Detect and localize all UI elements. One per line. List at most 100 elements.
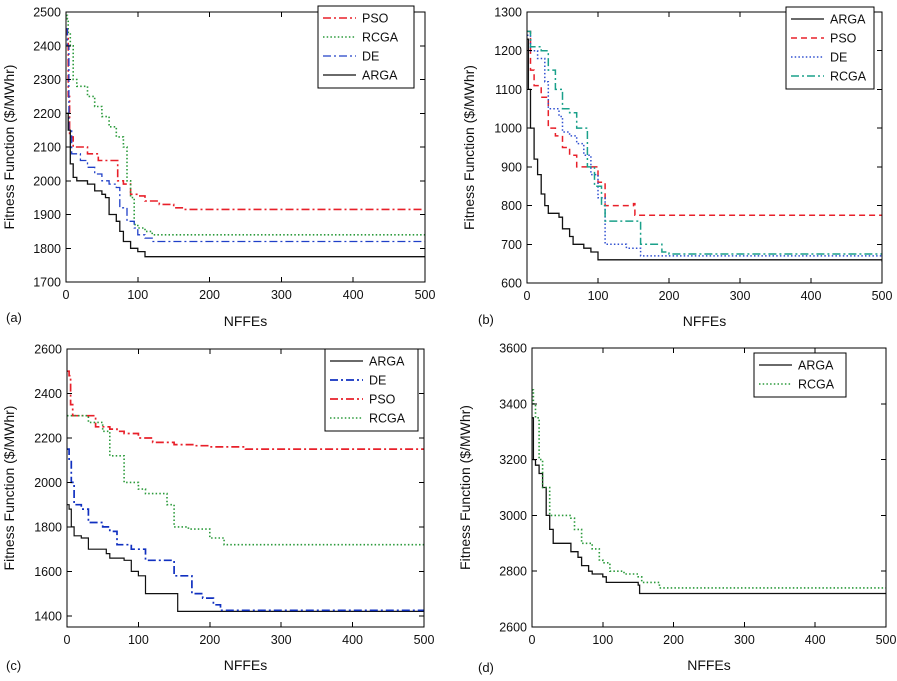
x-axis-title: NFFEs — [683, 313, 727, 329]
y-tick-label: 600 — [501, 277, 522, 291]
legend: ARGA DE PSO RCGA — [324, 348, 419, 432]
legend-label-de: DE — [830, 51, 847, 65]
series-line-arga — [67, 504, 424, 612]
legend: PSO RCGA DE ARGA — [317, 5, 415, 89]
y-tick-label: 1000 — [494, 122, 522, 136]
y-tick-label: 2400 — [34, 387, 62, 401]
x-tick-label: 200 — [659, 289, 680, 303]
x-tick-label: 400 — [805, 633, 826, 647]
chart-panel-4: 0 100 200 300 400 500 2600 2800 3000 3200 3400 3600… — [457, 342, 896, 676]
x-tick-label: 500 — [415, 288, 436, 302]
x-tick-label: 500 — [876, 633, 897, 647]
y-tick-label: 700 — [501, 238, 522, 252]
legend-label-arga: ARGA — [369, 355, 405, 369]
series-line-arga — [527, 38, 882, 262]
series-line-arga — [532, 417, 886, 595]
legend-label-de: DE — [369, 374, 386, 388]
panel-label: (b) — [478, 312, 494, 327]
y-tick-label: 900 — [501, 160, 522, 174]
series-line-pso — [66, 28, 425, 211]
x-tick-label: 400 — [342, 633, 363, 647]
y-tick-label: 1700 — [33, 276, 61, 290]
y-tick-label: 2000 — [34, 476, 62, 490]
legend-label-rcga: RCGA — [830, 70, 867, 84]
legend-box — [785, 6, 875, 90]
x-tick-label: 100 — [127, 288, 148, 302]
y-tick-label: 2200 — [34, 431, 62, 445]
chart-panel-2: 0 100 200 300 400 500 600 700 800 900 1000 1100 1200… — [461, 6, 892, 330]
series-line-rcga — [66, 14, 425, 236]
plot-frame — [526, 11, 883, 284]
y-tick-label: 1400 — [34, 609, 62, 623]
series-line-de — [66, 28, 425, 243]
y-axis-title: Fitness Function ($/MWhr) — [1, 406, 17, 571]
legend-label-pso: PSO — [369, 393, 396, 407]
y-axis-title: Fitness Function ($/MWhr) — [457, 405, 473, 570]
y-tick-label: 3400 — [499, 397, 527, 411]
legend-box — [753, 352, 847, 398]
series-line-arga — [66, 112, 425, 258]
x-tick-label: 400 — [801, 289, 822, 303]
legend: ARGA RCGA — [753, 352, 847, 398]
legend-label-rcga: RCGA — [798, 378, 835, 392]
series-line-rcga — [527, 30, 882, 255]
legend-label-de: DE — [362, 50, 379, 64]
legend-label-arga: ARGA — [830, 13, 866, 27]
x-tick-label: 0 — [63, 288, 70, 302]
y-tick-label: 1900 — [33, 208, 61, 222]
series-line-de — [67, 448, 424, 612]
x-tick-label: 500 — [414, 633, 435, 647]
legend-label-pso: PSO — [830, 32, 857, 46]
y-tick-label: 1800 — [33, 242, 61, 256]
legend-box — [324, 348, 419, 432]
x-axis-title: NFFEs — [224, 313, 268, 329]
legend: ARGA PSO DE RCGA — [785, 6, 875, 90]
x-tick-label: 0 — [64, 633, 71, 647]
x-tick-label: 300 — [271, 288, 292, 302]
y-tick-label: 800 — [501, 199, 522, 213]
x-tick-label: 200 — [199, 633, 220, 647]
x-tick-label: 300 — [730, 289, 751, 303]
plot-frame — [66, 348, 425, 628]
y-tick-label: 2300 — [33, 73, 61, 87]
x-tick-label: 200 — [199, 288, 220, 302]
y-tick-label: 2200 — [33, 107, 61, 121]
y-tick-label: 3600 — [499, 342, 527, 356]
x-tick-label: 400 — [343, 288, 364, 302]
x-tick-label: 300 — [734, 633, 755, 647]
panel-label: (d) — [478, 660, 494, 675]
x-tick-label: 0 — [529, 633, 536, 647]
series-line-rcga — [67, 414, 424, 546]
y-tick-label: 3000 — [499, 509, 527, 523]
y-tick-label: 2600 — [499, 621, 527, 635]
x-tick-label: 100 — [592, 633, 613, 647]
x-tick-label: 300 — [271, 633, 292, 647]
y-tick-label: 2600 — [34, 343, 62, 357]
panel-label: (a) — [6, 310, 22, 325]
legend-label-arga: ARGA — [798, 359, 834, 373]
legend-label-arga: ARGA — [362, 69, 398, 83]
y-tick-label: 1100 — [495, 83, 522, 97]
series-line-rcga — [532, 389, 886, 589]
y-tick-label: 1800 — [34, 520, 62, 534]
x-tick-label: 100 — [588, 289, 609, 303]
plot-frame — [531, 347, 887, 628]
x-axis-title: NFFEs — [224, 657, 268, 673]
series-line-pso — [67, 370, 424, 450]
y-tick-label: 2100 — [33, 141, 61, 155]
y-tick-label: 2000 — [33, 174, 61, 188]
y-tick-label: 2400 — [33, 39, 61, 53]
x-tick-label: 0 — [524, 289, 531, 303]
y-tick-label: 2800 — [499, 565, 527, 579]
x-axis-title: NFFEs — [687, 657, 731, 673]
y-tick-label: 1600 — [34, 565, 62, 579]
legend-label-rcga: RCGA — [369, 412, 406, 426]
y-tick-label: 2500 — [33, 6, 61, 20]
legend-box — [317, 5, 415, 89]
series-line-pso — [527, 30, 882, 217]
legend-label-pso: PSO — [362, 12, 389, 26]
x-tick-label: 200 — [663, 633, 684, 647]
y-tick-label: 3200 — [499, 453, 527, 467]
legend-label-rcga: RCGA — [362, 31, 399, 45]
